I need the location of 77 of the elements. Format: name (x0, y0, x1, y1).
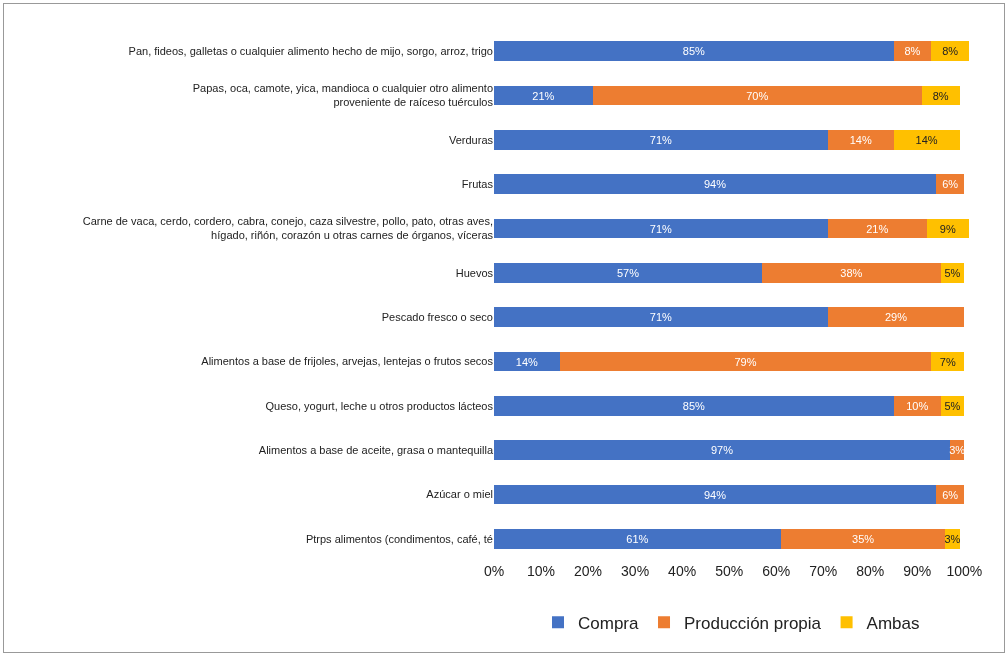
x-tick-label: 70% (809, 563, 838, 579)
data-label: 85% (682, 45, 705, 58)
data-label: 9% (939, 222, 956, 235)
data-label: 8% (904, 45, 921, 58)
y-tick-label: Alimentos a base de aceite, grasa o mantequilla (258, 444, 494, 457)
data-label: 14% (515, 355, 539, 368)
bar (762, 262, 941, 283)
bar (494, 129, 828, 150)
data-label: 14% (915, 133, 938, 146)
data-label: 21% (866, 222, 889, 235)
y-tick-label: Queso, yogurt, leche u otros productos lácteos (265, 399, 494, 412)
data-label: 94% (703, 488, 727, 501)
data-label: 94% (703, 178, 727, 191)
bar (494, 307, 828, 328)
data-label: 97% (710, 444, 734, 457)
data-label: 7% (939, 355, 956, 368)
y-tick-label: Papas, oca, camote, yica, mandioca o cualquier otro alimento proveniente de raíceso tuérculos (192, 82, 494, 109)
bar (494, 262, 763, 283)
data-label: 79% (734, 355, 757, 368)
x-tick-label: 100% (946, 563, 983, 579)
legend-label: Ambas (866, 613, 920, 633)
data-label: 6% (942, 178, 959, 191)
y-tick-label: Carne de vaca, cerdo, cordero, cabra, conejo, caza silvestre, pollo, pato, otras aves, hígado, riñón, corazón u otras carnes de órganos, víceras (82, 215, 494, 242)
bar (494, 41, 894, 62)
x-tick-label: 30% (621, 563, 650, 579)
legend-label: Producción propia (684, 613, 822, 633)
data-label: 71% (649, 222, 673, 235)
bar (494, 484, 937, 505)
bar (494, 440, 951, 461)
bar (494, 528, 781, 549)
bar (827, 307, 965, 328)
x-tick-label: 60% (762, 563, 791, 579)
data-label: 10% (906, 399, 929, 412)
bar (494, 174, 937, 195)
x-tick-label: 10% (527, 563, 556, 579)
x-tick-label: 0% (483, 563, 505, 579)
data-label: 61% (626, 532, 649, 545)
bar (780, 528, 946, 549)
bar (494, 85, 593, 106)
x-tick-label: 90% (903, 563, 932, 579)
y-tick-label: Azúcar o miel (426, 488, 493, 501)
data-label: 38% (840, 266, 863, 279)
y-tick-label: Alimentos a base de frijoles, arvejas, lentejas o frutos secos (201, 355, 494, 368)
bar (494, 218, 828, 239)
data-label: 71% (649, 133, 673, 146)
data-label: 3% (949, 444, 966, 457)
data-label: 14% (849, 133, 872, 146)
x-tick-label: 20% (574, 563, 603, 579)
data-label: 5% (944, 399, 961, 412)
data-label: 5% (944, 266, 961, 279)
data-label: 29% (884, 311, 908, 324)
data-label: 35% (852, 532, 875, 545)
data-label: 57% (616, 266, 640, 279)
data-label: 8% (932, 89, 949, 102)
x-tick-label: 40% (668, 563, 697, 579)
bar (893, 129, 960, 150)
data-label: 8% (942, 45, 959, 58)
y-tick-label: Frutas (461, 178, 494, 191)
bar (827, 129, 894, 150)
bar (827, 218, 927, 239)
y-tick-label: Pescado fresco o seco (381, 311, 493, 324)
y-tick-label: Pan, fideos, galletas o cualquier alimento hecho de mijo, sorgo, arroz, trigo (128, 45, 493, 58)
bar (592, 85, 922, 106)
data-label: 21% (532, 89, 555, 102)
data-label: 85% (682, 399, 705, 412)
bar (559, 351, 932, 372)
data-label: 71% (649, 311, 673, 324)
y-tick-label: Verduras (448, 133, 494, 146)
x-tick-label: 50% (715, 563, 744, 579)
data-label: 3% (944, 532, 961, 545)
bar (494, 395, 894, 416)
legend-label: Compra (578, 613, 640, 633)
x-tick-label: 80% (856, 563, 885, 579)
y-tick-label: Ptrps alimentos (condimentos, café, té (305, 532, 493, 545)
data-label: 6% (942, 488, 959, 501)
y-tick-label: Huevos (455, 266, 494, 279)
data-label: 70% (746, 89, 769, 102)
